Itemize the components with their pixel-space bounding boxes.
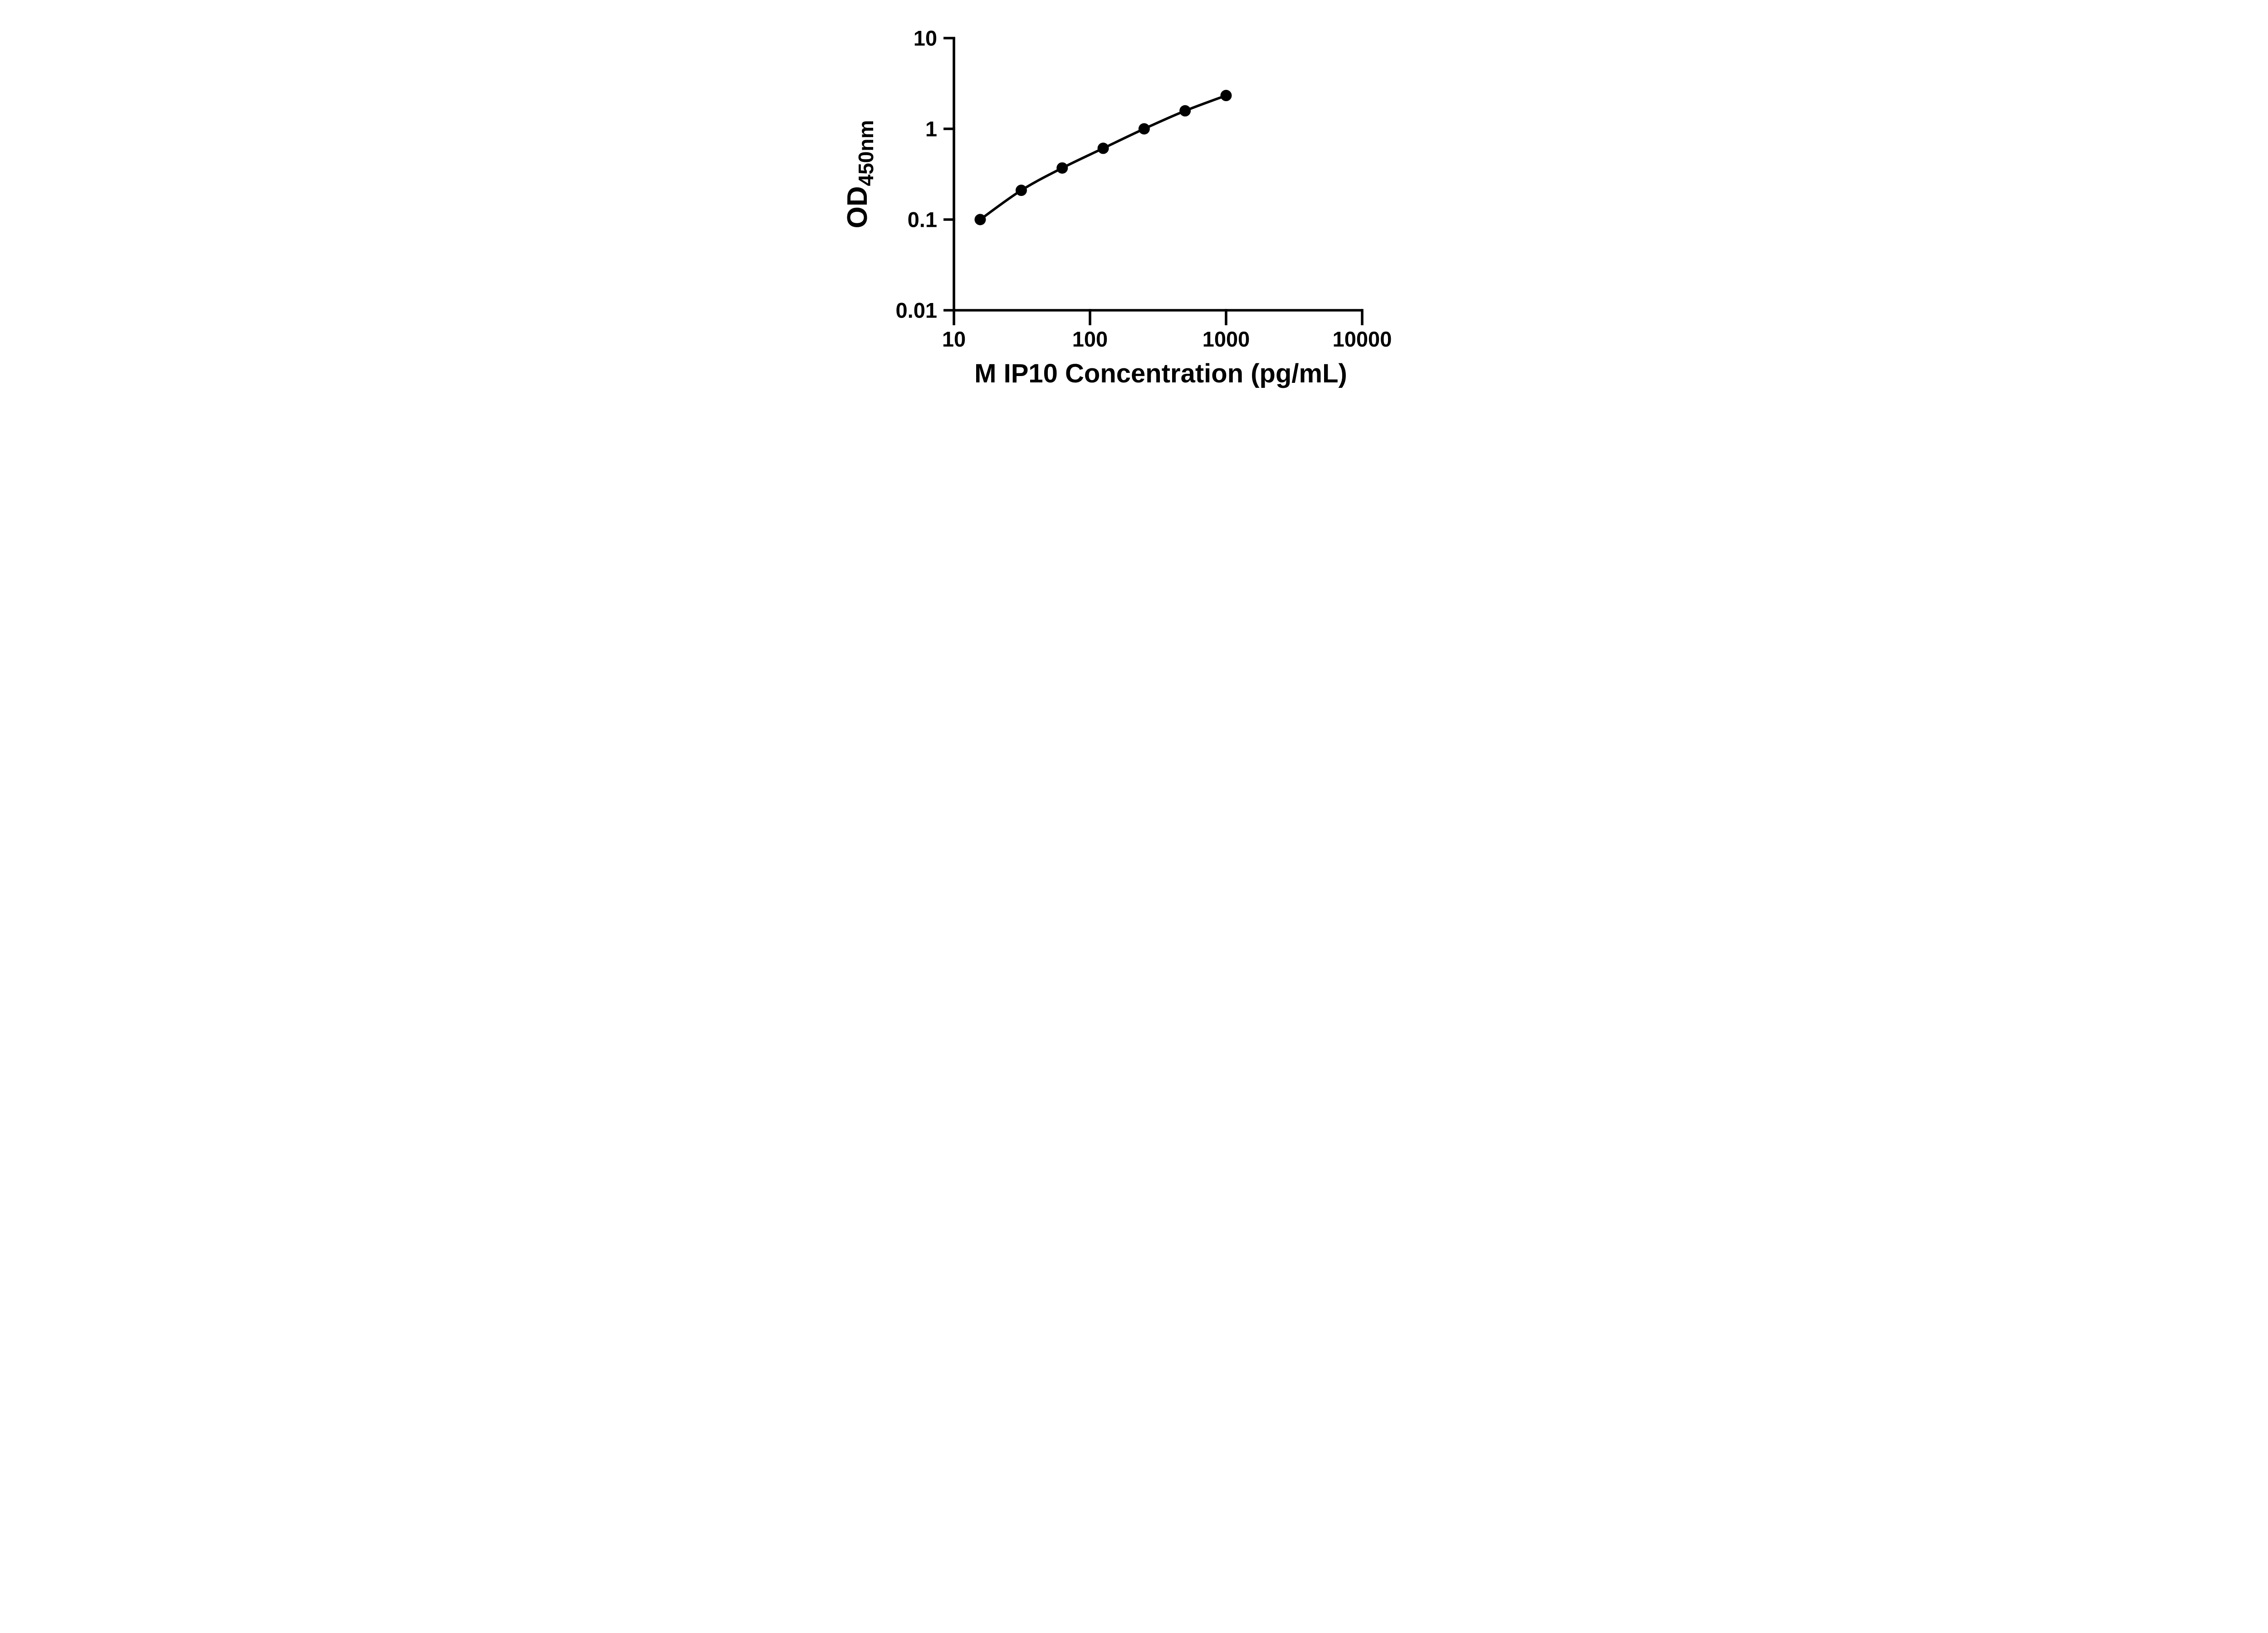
figure: 10 1 0.1 0.01 10 100 1000 10000 M IP10 Concentr… [842,0,1425,408]
y-axis-title-subscript: 450nm [854,120,878,186]
x-tick-label: 10 [942,327,965,351]
data-point [1097,142,1109,154]
x-tick-label: 1000 [1202,327,1250,351]
y-axis-title: OD450nm [843,120,878,229]
axes-group [952,38,1362,312]
ticks-group [943,37,1364,325]
x-axis-title: M IP10 Concentration (pg/mL) [974,359,1347,388]
data-point [1179,105,1191,117]
axis-frame [952,38,1362,312]
x-tick-label: 100 [1072,327,1107,351]
data-point [1220,90,1232,102]
series-group [974,90,1232,225]
y-tick-label: 1 [925,117,937,141]
data-point [1056,162,1068,174]
y-tick-label: 0.1 [907,208,937,232]
data-point [1138,123,1150,135]
y-tick-label: 10 [913,26,937,50]
data-point [974,214,986,225]
data-point [1015,185,1027,196]
y-axis-title-main: OD [843,186,873,228]
x-tick-label: 10000 [1332,327,1392,351]
y-tick-label: 0.01 [895,298,937,323]
